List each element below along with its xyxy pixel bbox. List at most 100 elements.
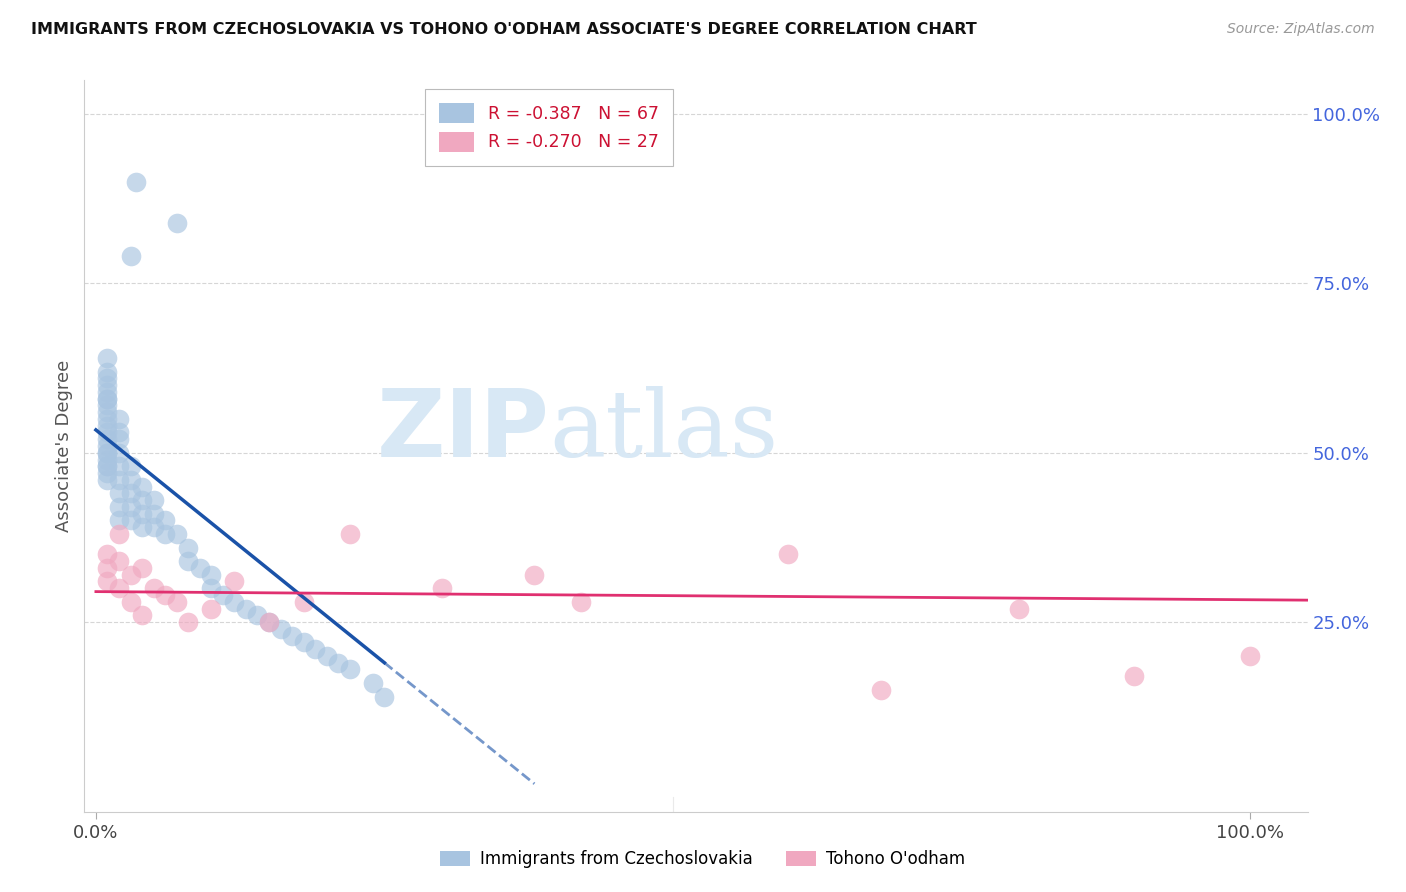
Point [96,405,118,419]
Point [96,371,118,385]
Point [200,581,222,595]
Point [569,595,592,609]
Point [200,567,222,582]
Point [96,378,118,392]
Legend: Immigrants from Czechoslovakia, Tohono O'odham: Immigrants from Czechoslovakia, Tohono O… [433,844,973,875]
Point [96,574,118,589]
Point [304,642,326,657]
Point [120,514,142,528]
Point [96,466,118,480]
Point [339,663,361,677]
Point [96,459,118,474]
Point [292,595,315,609]
Point [120,249,142,263]
Point [257,615,280,629]
Point [328,656,350,670]
Point [120,486,142,500]
Point [96,392,118,406]
Point [246,608,269,623]
Point [96,547,118,561]
Point [778,547,800,561]
Point [131,493,153,508]
Point [131,561,153,575]
Point [361,676,384,690]
Point [96,446,118,460]
Point [125,175,148,189]
Point [1239,648,1261,663]
Point [108,425,131,440]
Point [142,581,165,595]
Point [315,648,337,663]
Text: Source: ZipAtlas.com: Source: ZipAtlas.com [1227,22,1375,37]
Point [108,554,131,568]
Point [96,364,118,378]
Point [108,527,131,541]
Point [166,595,188,609]
Point [96,452,118,467]
Point [108,432,131,446]
Point [1123,669,1146,683]
Y-axis label: Associate's Degree: Associate's Degree [55,359,73,533]
Point [166,215,188,229]
Point [131,520,153,534]
Point [108,500,131,514]
Text: atlas: atlas [550,386,779,476]
Point [131,507,153,521]
Point [96,459,118,474]
Point [96,561,118,575]
Point [96,418,118,433]
Point [96,412,118,426]
Point [430,581,453,595]
Point [120,459,142,474]
Point [188,561,211,575]
Point [177,615,200,629]
Point [108,446,131,460]
Point [96,473,118,487]
Point [153,527,176,541]
Point [211,588,233,602]
Point [96,392,118,406]
Point [120,500,142,514]
Text: IMMIGRANTS FROM CZECHOSLOVAKIA VS TOHONO O'ODHAM ASSOCIATE'S DEGREE CORRELATION : IMMIGRANTS FROM CZECHOSLOVAKIA VS TOHONO… [31,22,977,37]
Legend: R = -0.387   N = 67, R = -0.270   N = 27: R = -0.387 N = 67, R = -0.270 N = 27 [426,89,673,166]
Point [153,588,176,602]
Point [153,514,176,528]
Point [257,615,280,629]
Point [96,398,118,412]
Point [1008,601,1031,615]
Text: ZIP: ZIP [377,385,550,477]
Point [142,493,165,508]
Point [235,601,257,615]
Point [96,384,118,399]
Point [339,527,361,541]
Point [120,473,142,487]
Point [166,527,188,541]
Point [108,486,131,500]
Point [96,425,118,440]
Point [281,629,304,643]
Point [96,446,118,460]
Point [108,412,131,426]
Point [200,601,222,615]
Point [270,622,292,636]
Point [120,595,142,609]
Point [96,351,118,365]
Point [108,459,131,474]
Point [96,432,118,446]
Point [96,439,118,453]
Point [142,507,165,521]
Point [108,473,131,487]
Point [177,541,200,555]
Point [224,574,246,589]
Point [224,595,246,609]
Point [292,635,315,649]
Point [177,554,200,568]
Point [131,608,153,623]
Point [131,480,153,494]
Point [373,690,395,704]
Point [108,514,131,528]
Point [869,682,891,697]
Point [142,520,165,534]
Point [523,567,546,582]
Point [108,581,131,595]
